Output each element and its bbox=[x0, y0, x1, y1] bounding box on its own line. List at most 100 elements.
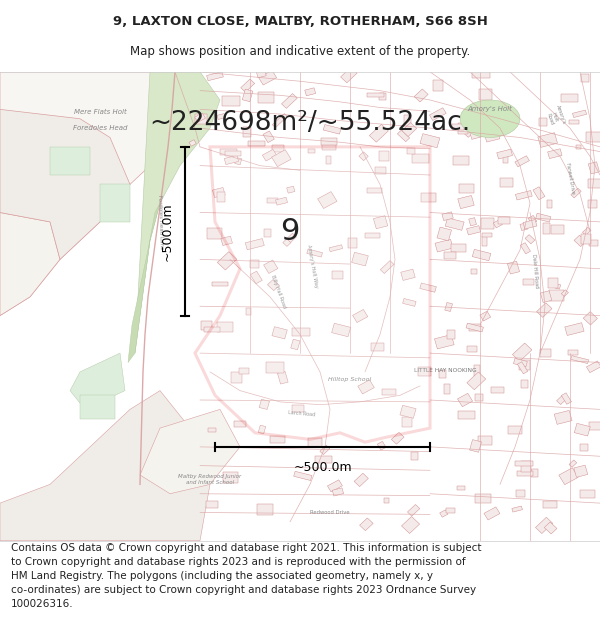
Bar bbox=[241, 79, 254, 92]
Bar bbox=[242, 89, 253, 102]
Text: Hilltop School: Hilltop School bbox=[328, 378, 371, 382]
Bar bbox=[521, 461, 531, 472]
Bar bbox=[459, 184, 473, 192]
Bar bbox=[565, 322, 584, 336]
Bar bbox=[447, 331, 455, 339]
Bar bbox=[220, 149, 237, 154]
Polygon shape bbox=[140, 409, 240, 494]
Bar bbox=[588, 162, 599, 174]
Bar bbox=[292, 405, 304, 412]
Bar bbox=[401, 516, 419, 534]
Bar bbox=[574, 423, 590, 436]
Bar bbox=[536, 303, 552, 318]
Bar bbox=[407, 504, 420, 516]
Bar bbox=[574, 235, 586, 247]
Polygon shape bbox=[195, 147, 430, 442]
Bar bbox=[403, 299, 416, 306]
Bar bbox=[581, 74, 589, 81]
Bar bbox=[223, 472, 238, 483]
Bar bbox=[259, 399, 269, 409]
Bar bbox=[467, 346, 477, 352]
Bar bbox=[541, 291, 552, 302]
Bar bbox=[264, 229, 271, 236]
Bar bbox=[367, 188, 382, 192]
Bar bbox=[206, 501, 218, 508]
Bar bbox=[517, 362, 528, 374]
Bar bbox=[418, 368, 431, 376]
Bar bbox=[559, 468, 578, 484]
Bar bbox=[382, 389, 396, 395]
Bar bbox=[472, 70, 490, 78]
Text: Redwood Drive: Redwood Drive bbox=[310, 511, 350, 516]
Bar bbox=[457, 393, 473, 407]
Bar bbox=[332, 271, 343, 279]
Bar bbox=[354, 473, 368, 487]
Text: Amory's
Holt
Road: Amory's Holt Road bbox=[544, 104, 566, 129]
Bar bbox=[561, 94, 578, 102]
Bar bbox=[478, 436, 493, 446]
Bar bbox=[225, 151, 241, 156]
Bar bbox=[444, 384, 450, 394]
Bar bbox=[379, 93, 386, 101]
Bar bbox=[404, 115, 411, 126]
Polygon shape bbox=[128, 203, 160, 362]
Bar bbox=[397, 130, 410, 142]
Bar bbox=[498, 217, 510, 224]
Bar bbox=[292, 329, 310, 336]
Bar bbox=[512, 506, 523, 512]
Bar bbox=[373, 216, 388, 229]
Bar bbox=[484, 129, 500, 142]
Bar bbox=[514, 358, 527, 367]
Bar bbox=[328, 480, 343, 492]
Bar bbox=[493, 219, 502, 228]
Bar bbox=[248, 141, 265, 146]
Bar bbox=[212, 282, 227, 286]
Bar bbox=[272, 150, 291, 167]
Bar bbox=[206, 72, 223, 81]
Text: Dale Hill Road: Dale Hill Road bbox=[531, 254, 539, 289]
Bar bbox=[580, 490, 595, 498]
Bar bbox=[589, 241, 598, 246]
Bar bbox=[515, 461, 533, 466]
Bar bbox=[212, 188, 225, 198]
Bar bbox=[239, 368, 250, 374]
Polygon shape bbox=[0, 109, 130, 259]
Bar bbox=[380, 261, 394, 274]
Bar bbox=[484, 507, 500, 520]
Bar bbox=[420, 283, 436, 292]
Bar bbox=[272, 114, 287, 128]
Bar bbox=[200, 321, 212, 330]
Bar bbox=[583, 228, 591, 236]
Bar bbox=[244, 127, 251, 138]
Bar bbox=[353, 309, 368, 322]
Bar bbox=[245, 239, 264, 250]
Bar bbox=[544, 522, 557, 534]
Bar bbox=[466, 323, 484, 332]
Bar bbox=[231, 372, 242, 382]
Bar bbox=[421, 192, 436, 202]
Bar bbox=[50, 147, 90, 175]
Bar bbox=[283, 239, 291, 246]
Bar bbox=[195, 114, 206, 124]
Bar bbox=[275, 198, 287, 205]
Bar bbox=[379, 151, 389, 161]
Bar bbox=[520, 242, 530, 254]
Bar bbox=[208, 428, 216, 432]
Bar bbox=[500, 178, 513, 187]
Bar bbox=[195, 113, 205, 123]
Bar bbox=[497, 149, 512, 159]
Bar bbox=[268, 279, 280, 291]
Bar bbox=[384, 498, 389, 503]
Bar bbox=[412, 154, 429, 162]
Bar bbox=[321, 138, 337, 146]
Bar bbox=[371, 342, 384, 351]
Bar bbox=[475, 394, 483, 401]
Bar bbox=[523, 279, 534, 285]
Bar bbox=[482, 233, 492, 237]
Bar bbox=[367, 93, 383, 97]
Bar bbox=[457, 486, 464, 490]
Bar bbox=[589, 422, 600, 430]
Bar bbox=[402, 417, 412, 427]
Bar bbox=[452, 156, 469, 165]
Bar bbox=[442, 212, 453, 221]
